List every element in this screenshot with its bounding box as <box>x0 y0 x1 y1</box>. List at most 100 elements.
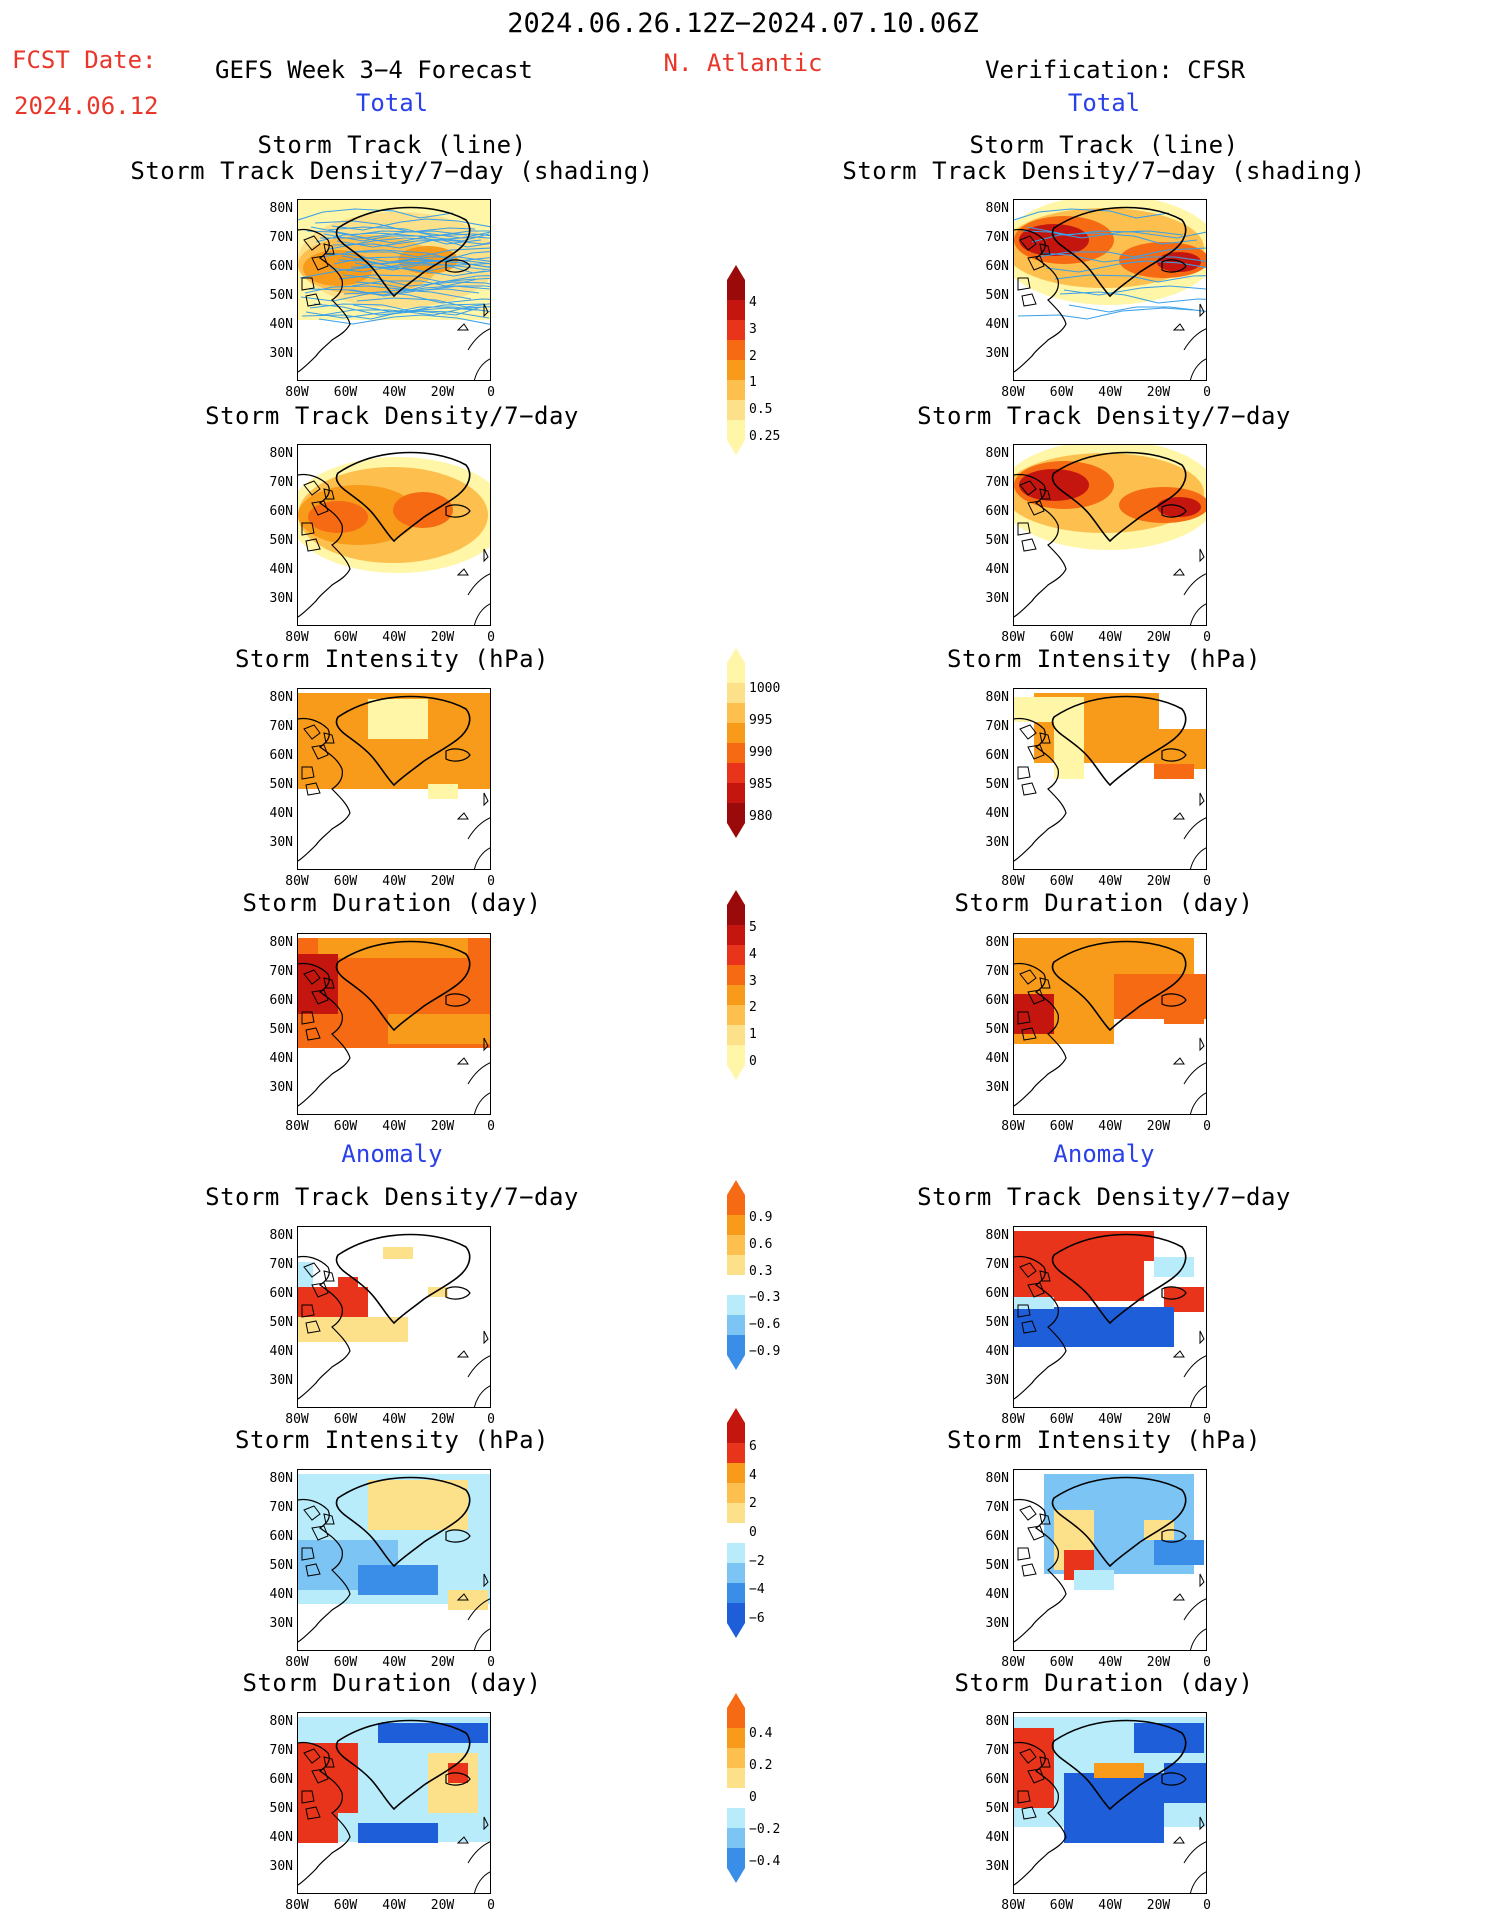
lon-tick-label: 40W <box>382 1412 406 1427</box>
lat-tick-label: 70N <box>269 475 293 490</box>
lon-tick-label: 60W <box>1049 874 1074 889</box>
lon-tick-label: 60W <box>1049 630 1074 645</box>
region-label: N. Atlantic <box>663 49 823 77</box>
title-intensity-anom-right: Storm Intensity (hPa) <box>947 1426 1261 1454</box>
lat-tick-label: 80N <box>985 1471 1009 1486</box>
lat-tick-label: 30N <box>985 1616 1009 1631</box>
lat-tick-label: 80N <box>985 201 1009 216</box>
colorbar-density_total <box>727 265 745 455</box>
lat-tick-label: 30N <box>269 1616 293 1631</box>
lon-tick-label: 40W <box>1098 1655 1122 1670</box>
colorbar-tick-label: 3 <box>749 322 757 337</box>
lat-tick-label: 70N <box>269 1743 293 1758</box>
colorbar-tick-label: 0.9 <box>749 1210 773 1226</box>
lat-tick-label: 60N <box>985 993 1009 1008</box>
lat-tick-label: 30N <box>269 1080 293 1095</box>
map-panel-trackR <box>1013 199 1207 381</box>
map-panel-densL <box>297 444 491 626</box>
title-duration-right: Storm Duration (day) <box>954 889 1254 917</box>
lon-tick-label: 0 <box>1203 630 1211 645</box>
lon-tick-label: 40W <box>382 1898 406 1913</box>
lat-tick-label: 60N <box>269 748 293 763</box>
lat-tick-label: 70N <box>985 230 1009 245</box>
lon-tick-label: 60W <box>333 1898 358 1913</box>
map-panel-danR <box>1013 1226 1207 1408</box>
lat-tick-label: 80N <box>985 690 1009 705</box>
lat-tick-label: 30N <box>985 1373 1009 1388</box>
colorbar-density_anom <box>727 1180 745 1370</box>
lat-tick-label: 70N <box>269 1500 293 1515</box>
lat-tick-label: 50N <box>985 288 1009 303</box>
lon-tick-label: 80W <box>285 1119 309 1134</box>
colorbar-tick-label: 0 <box>749 1053 757 1069</box>
lon-tick-label: 20W <box>1146 630 1171 645</box>
lat-tick-label: 50N <box>269 1801 293 1816</box>
lat-tick-label: 50N <box>269 288 293 303</box>
lat-tick-label: 30N <box>269 591 293 606</box>
lon-tick-label: 60W <box>333 1119 358 1134</box>
lon-tick-label: 60W <box>1049 1898 1074 1913</box>
lon-tick-label: 40W <box>382 630 406 645</box>
title-density-left: Storm Track Density/7−day <box>205 402 579 430</box>
lon-tick-label: 60W <box>333 1655 358 1670</box>
title-intensity-anom-left: Storm Intensity (hPa) <box>235 1426 549 1454</box>
lat-tick-label: 70N <box>269 719 293 734</box>
colorbar-tick-label: 6 <box>749 1439 757 1455</box>
lon-tick-label: 40W <box>1098 630 1122 645</box>
lat-tick-label: 40N <box>269 562 293 577</box>
lat-tick-label: 80N <box>269 1228 293 1243</box>
lat-tick-label: 60N <box>269 1529 293 1544</box>
lat-tick-label: 50N <box>985 1022 1009 1037</box>
model-title: GEFS Week 3−4 Forecast <box>215 56 533 84</box>
lat-tick-label: 50N <box>269 1022 293 1037</box>
title-intensity-left: Storm Intensity (hPa) <box>235 645 549 673</box>
title-track-line-right: Storm Track (line) <box>969 131 1239 159</box>
map-shading <box>298 1474 490 1650</box>
lon-tick-label: 60W <box>1049 1655 1074 1670</box>
lon-tick-label: 0 <box>487 1655 495 1670</box>
lat-tick-label: 40N <box>269 1051 293 1066</box>
lat-tick-label: 40N <box>985 1344 1009 1359</box>
lon-tick-label: 60W <box>333 1412 358 1427</box>
lon-tick-label: 80W <box>285 1412 309 1427</box>
lat-tick-label: 30N <box>985 1859 1009 1874</box>
map-panel-ddnR <box>1013 1712 1207 1894</box>
lon-tick-label: 20W <box>430 1898 455 1913</box>
lon-tick-label: 20W <box>430 385 455 400</box>
lon-tick-label: 80W <box>1001 630 1025 645</box>
lon-tick-label: 40W <box>382 1655 406 1670</box>
colorbar-tick-label: 0.25 <box>749 428 781 444</box>
lat-tick-label: 50N <box>985 1315 1009 1330</box>
lat-tick-label: 70N <box>985 964 1009 979</box>
lat-tick-label: 60N <box>269 1772 293 1787</box>
lat-tick-label: 40N <box>985 1587 1009 1602</box>
lat-tick-label: 80N <box>269 935 293 950</box>
map-shading <box>298 451 490 625</box>
lat-tick-label: 30N <box>985 835 1009 850</box>
map-panel-dinL <box>297 1469 491 1651</box>
lon-tick-label: 0 <box>487 1119 495 1134</box>
lat-tick-label: 50N <box>985 777 1009 792</box>
colorbar-duration_anom <box>727 1693 745 1883</box>
colorbar-tick-label: 0.6 <box>749 1237 773 1252</box>
map-panel-danL <box>297 1226 491 1408</box>
title-track-shading-right: Storm Track Density/7−day (shading) <box>842 157 1366 185</box>
colorbar-tick-label: 0 <box>749 1790 757 1805</box>
lon-tick-label: 40W <box>1098 1119 1122 1134</box>
lat-tick-label: 80N <box>985 1228 1009 1243</box>
map-shading <box>1014 1231 1206 1407</box>
lon-tick-label: 40W <box>382 1119 406 1134</box>
lon-tick-label: 0 <box>1203 385 1211 400</box>
colorbar-tick-label: 4 <box>749 947 757 962</box>
colorbar-tick-label: 985 <box>749 777 773 792</box>
lon-tick-label: 40W <box>1098 385 1122 400</box>
lat-tick-label: 40N <box>269 806 293 821</box>
lat-tick-label: 70N <box>269 1257 293 1272</box>
lon-tick-label: 40W <box>1098 1898 1122 1913</box>
lat-tick-label: 30N <box>269 1859 293 1874</box>
lon-tick-label: 20W <box>1146 385 1171 400</box>
map-shading <box>1014 938 1206 1114</box>
lat-tick-label: 30N <box>985 1080 1009 1095</box>
lon-tick-label: 0 <box>487 385 495 400</box>
colorbar-tick-label: −6 <box>749 1610 765 1626</box>
